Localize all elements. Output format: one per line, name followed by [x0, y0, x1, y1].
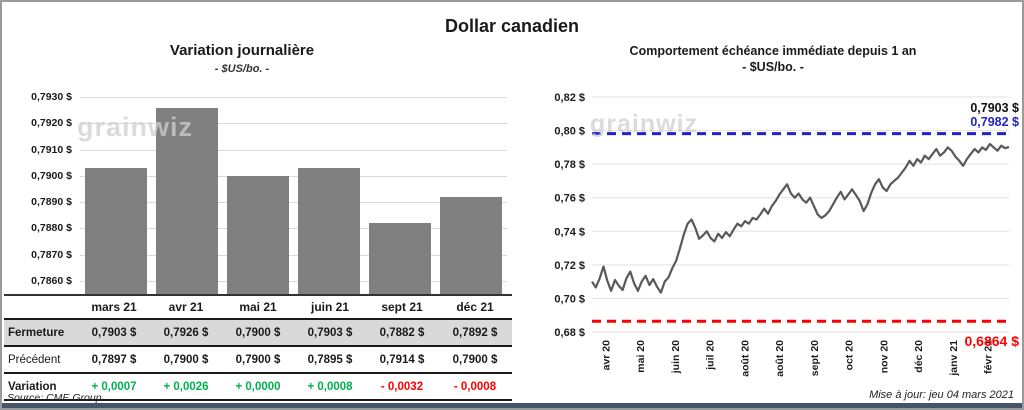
line-y-tick-label: 0,70 $: [554, 293, 585, 305]
table-header-row: mars 21 avr 21 mai 21 juin 21 sept 21 déc 21: [4, 294, 512, 320]
bar-sept 21: [369, 223, 432, 294]
table-row-Précédent: Précédent 0,7897 $0,7900 $0,7900 $0,7895 …: [4, 346, 512, 374]
column-header-sept 21: sept 21: [366, 294, 438, 320]
line-x-tick-label-3: juil 20: [705, 340, 717, 371]
cell-Variation-mars 21: + 0,0007: [78, 373, 150, 401]
cell-Variation-mai 21: + 0,0000: [222, 373, 294, 401]
bar-gridline: [80, 97, 507, 99]
price-table: mars 21 avr 21 mai 21 juin 21 sept 21 déc 21 F…: [4, 294, 512, 401]
line-x-tick-label-7: oct 20: [844, 340, 856, 371]
cell-Précédent-sept 21: 0,7914 $: [366, 346, 438, 374]
line-chart-title: Comportement échéance immédiate depuis 1…: [629, 44, 917, 58]
bar-y-tick-label: 0,7900 $: [31, 169, 72, 182]
line-x-tick-label-6: sept 20: [809, 340, 821, 376]
bar-y-tick-label: 0,7870 $: [31, 248, 72, 261]
line-y-tick-label: 0,80 $: [554, 126, 585, 138]
row-label: Fermeture: [4, 319, 78, 347]
line-x-tick-label-2: juin 20: [670, 340, 682, 374]
line-x-tick-label-9: déc 20: [913, 340, 925, 373]
price-line: [591, 142, 1010, 294]
row-label: Précédent: [4, 346, 78, 374]
column-header-mai 21: mai 21: [222, 294, 294, 320]
cell-Précédent-déc 21: 0,7900 $: [438, 346, 512, 374]
bar-juin 21: [298, 168, 361, 294]
column-header-avr 21: avr 21: [150, 294, 222, 320]
source-note: Source: CME Group: [7, 392, 102, 404]
bar-y-tick-label: 0,7890 $: [31, 196, 72, 209]
bar-avr 21: [155, 107, 218, 294]
cell-Variation-sept 21: - 0,0032: [366, 373, 438, 401]
cell-Variation-juin 21: + 0,0008: [294, 373, 366, 401]
high-value-label: 0,7982 $: [970, 115, 1019, 129]
cell-Fermeture-sept 21: 0,7882 $: [366, 319, 438, 347]
column-header-déc 21: déc 21: [438, 294, 512, 320]
table-corner-cell: [4, 294, 78, 320]
bar-mars 21: [84, 168, 147, 294]
row-label: Variation: [4, 373, 78, 401]
bar-y-tick-label: 0,7910 $: [31, 143, 72, 156]
table-row-Fermeture: Fermeture 0,7903 $0,7926 $0,7900 $0,7903 …: [4, 319, 512, 347]
last-value-label: 0,7903 $: [970, 101, 1019, 115]
cell-Fermeture-juin 21: 0,7903 $: [294, 319, 366, 347]
bar-gridline: [80, 175, 507, 177]
line-y-tick-label: 0,82 $: [554, 92, 585, 104]
line-x-tick-label-1: mai 20: [635, 340, 647, 373]
bar-déc 21: [440, 196, 503, 294]
bar-gridline: [80, 202, 507, 204]
line-x-tick-label-10: janv 21: [948, 340, 960, 377]
line-y-tick-label: 0,72 $: [554, 260, 585, 272]
low-value-label: 0,6864 $: [965, 333, 1020, 349]
bar-chart-subtitle: - $US/bo. -: [214, 63, 270, 75]
line-x-tick-label-8: nov 20: [878, 340, 890, 373]
line-x-tick-label-11: févr 21: [983, 340, 995, 374]
cell-Précédent-mars 21: 0,7897 $: [78, 346, 150, 374]
bar-chart-plot: [80, 92, 507, 294]
bar-y-tick-label: 0,7920 $: [31, 117, 72, 130]
cell-Fermeture-mai 21: 0,7900 $: [222, 319, 294, 347]
cell-Fermeture-avr 21: 0,7926 $: [150, 319, 222, 347]
column-header-juin 21: juin 21: [294, 294, 366, 320]
bar-y-tick-label: 0,7880 $: [31, 222, 72, 235]
bar-gridline: [80, 149, 507, 151]
table-row-Variation: Variation + 0,0007 + 0,0026 + 0,0000 + 0,000…: [4, 373, 512, 401]
cell-Fermeture-mars 21: 0,7903 $: [78, 319, 150, 347]
cell-Précédent-mai 21: 0,7900 $: [222, 346, 294, 374]
bar-gridline: [80, 280, 507, 282]
bar-y-tick-label: 0,7930 $: [31, 91, 72, 104]
line-y-tick-label: 0,74 $: [554, 226, 585, 238]
page-title: Dollar canadien: [444, 16, 580, 36]
bar-chart-y-axis: 0,7860 $ 0,7870 $ 0,7880 $ 0,7890 $ 0,7900 $…: [8, 91, 72, 294]
cell-Précédent-juin 21: 0,7895 $: [294, 346, 366, 374]
line-chart-plot: 0,68 $ 0,70 $ 0,72 $ 0,74 $ 0,76 $ 0,78 $ 0,80…: [554, 92, 1020, 377]
update-note: Mise à jour: jeu 04 mars 2021: [869, 389, 1014, 401]
line-y-tick-label: 0,76 $: [554, 193, 585, 205]
bar-gridline: [80, 123, 507, 125]
cell-Variation-avr 21: + 0,0026: [150, 373, 222, 401]
bar-gridline: [80, 228, 507, 230]
line-chart-subtitle: - $US/bo. -: [742, 60, 804, 74]
bar-chart-title: Variation journalière: [169, 42, 315, 59]
line-x-tick-label-0: avr 20: [600, 340, 612, 371]
bottom-accent-band: [2, 403, 1022, 408]
column-header-mars 21: mars 21: [78, 294, 150, 320]
bar-gridline: [80, 254, 507, 256]
line-y-tick-label: 0,78 $: [554, 159, 585, 171]
bar-mai 21: [226, 175, 289, 294]
bar-y-tick-label: 0,7860 $: [31, 274, 72, 287]
cell-Variation-déc 21: - 0,0008: [438, 373, 512, 401]
cell-Fermeture-déc 21: 0,7892 $: [438, 319, 512, 347]
line-x-tick-label-5: août 20: [774, 340, 786, 377]
cell-Précédent-avr 21: 0,7900 $: [150, 346, 222, 374]
line-x-tick-label-4: août 20: [739, 340, 751, 377]
line-y-tick-label: 0,68 $: [554, 327, 585, 339]
